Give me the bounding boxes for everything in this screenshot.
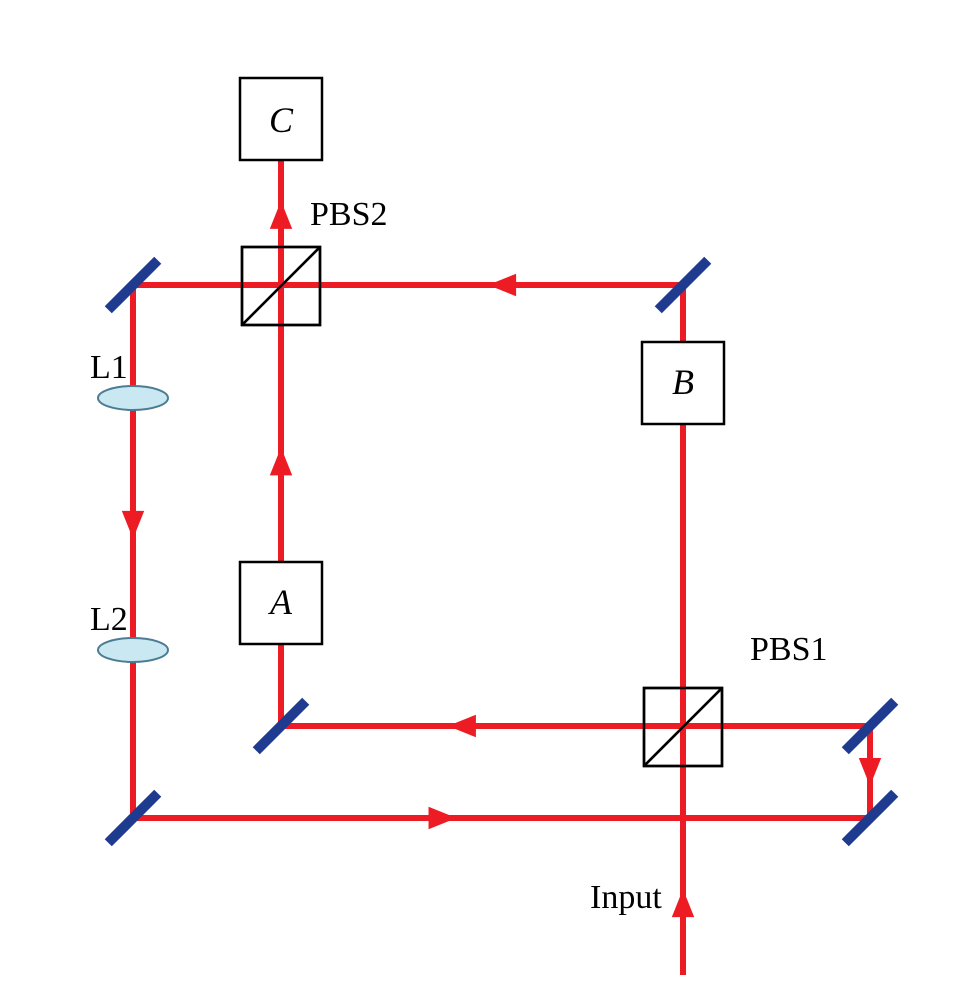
A-label: A [268,582,293,622]
pbs1-label: PBS1 [750,631,828,668]
pbs2-label: PBS2 [310,196,388,233]
beam-arrowhead [488,274,516,296]
beam-arrowhead [270,201,292,229]
L2-label: L2 [90,601,128,638]
beam-arrowhead [448,715,476,737]
lens [98,386,168,410]
lens [98,638,168,662]
beam-arrowhead [859,758,881,786]
beam-arrowhead [429,807,457,829]
beam-arrowhead [672,889,694,917]
beam-arrowhead [122,511,144,539]
C-label: C [269,100,294,140]
beam-arrowhead [270,447,292,475]
B-label: B [672,362,694,402]
L1-label: L1 [90,349,128,386]
input-label: Input [590,879,662,916]
